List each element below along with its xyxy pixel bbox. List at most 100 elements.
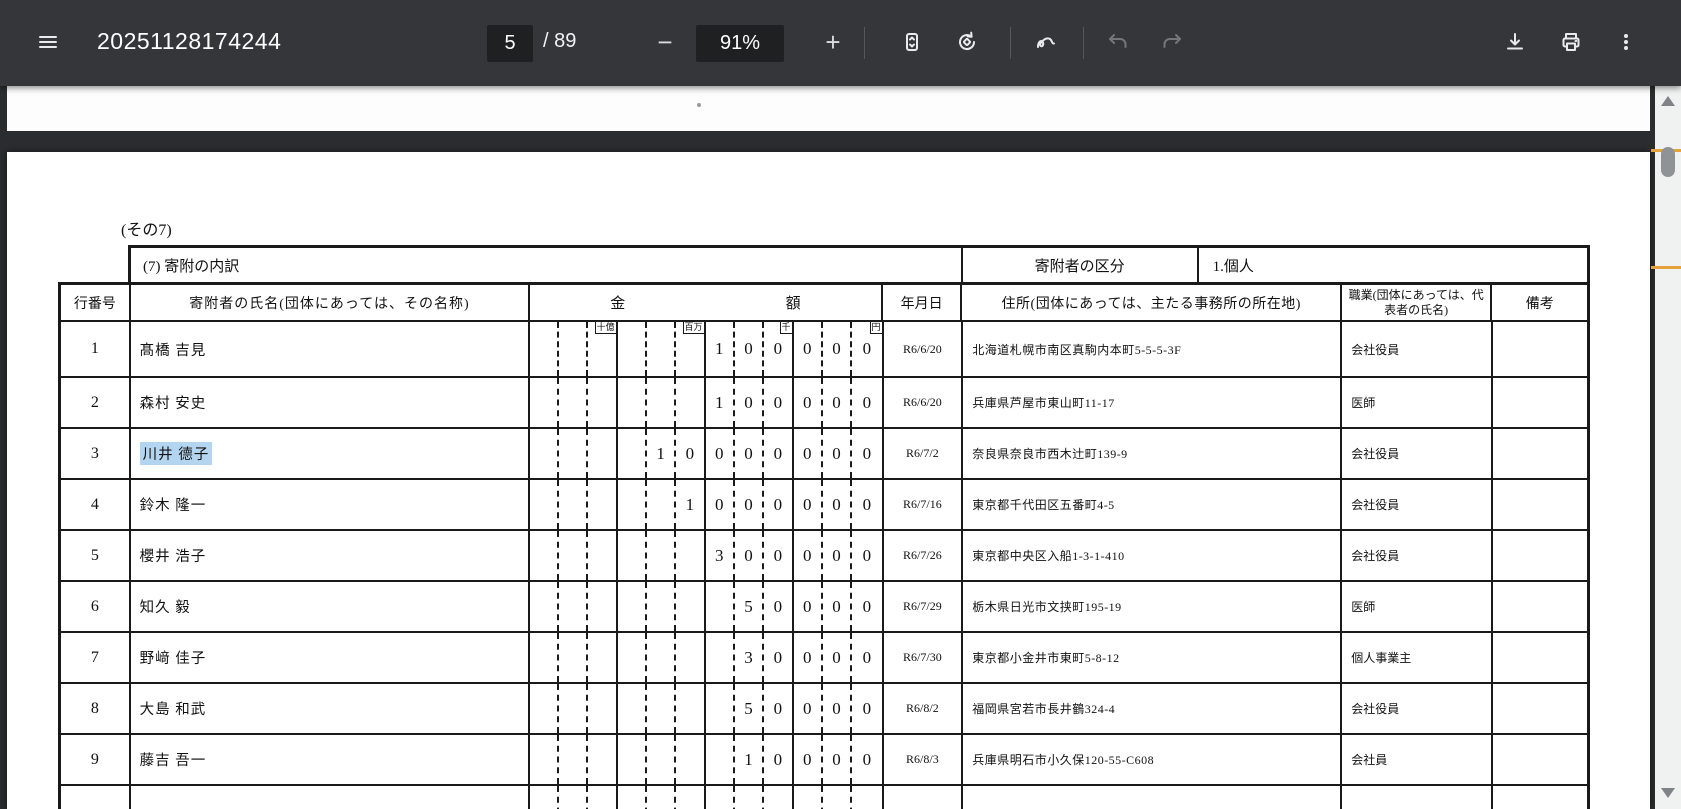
amount-digit-cell	[530, 322, 559, 376]
amount-digit-cell: 0	[764, 684, 794, 733]
table-row: 5 櫻井 浩子 3 0 0 0 0 0 R6/7/26 東京都中央区入船1-3-1-410 会社役員	[61, 531, 1587, 582]
amount-digit-cell	[647, 786, 677, 809]
amount-digit-cell	[676, 786, 706, 809]
fit-to-page-button[interactable]	[892, 22, 932, 62]
cell-donor-name: 森村 安史	[131, 378, 530, 427]
cell-address: 東京都中央区入船1-3-1-410	[963, 531, 1343, 580]
menu-button[interactable]	[28, 22, 68, 62]
amount-digit-cell: 0	[735, 429, 765, 478]
zoom-out-button[interactable]: −	[657, 26, 673, 57]
donor-category-label: 寄附者の区分	[963, 248, 1199, 282]
cell-donor-name: 川井 德子	[131, 429, 530, 478]
cell-row-no: 7	[61, 633, 131, 682]
cell-date: R6/6/20	[884, 378, 964, 427]
amount-digit-cell: 0	[764, 480, 794, 529]
cell-date: R6/8/3	[884, 735, 964, 784]
kebab-menu-icon	[1624, 34, 1628, 50]
table-row: 7 野﨑 佳子 3 0 0 0 0 R6/7/30 東京都小金井市東町5-8-12 個人事業主	[61, 633, 1587, 684]
amount-digit-cell	[618, 480, 647, 529]
column-header-name: 寄附者の氏名(団体にあっては、その名称)	[131, 285, 531, 320]
amount-digit-cell	[559, 531, 589, 580]
column-header-address: 住所(団体にあっては、主たる事務所の所在地)	[962, 285, 1342, 320]
scroll-up-arrow[interactable]	[1661, 96, 1675, 106]
cell-donor-name: 髙橋 吉見	[131, 322, 530, 376]
cell-donor-name: 藤吉 吾一	[131, 735, 530, 784]
cell-address: 栃木県日光市文挟町195-19	[963, 582, 1343, 631]
amount-digit-cell: 0	[862, 545, 872, 565]
cell-row-no: 4	[61, 480, 131, 529]
cell-row-no: 1	[61, 322, 131, 376]
download-button[interactable]	[1495, 22, 1535, 62]
undo-button[interactable]	[1098, 22, 1138, 62]
amount-digit-cell	[647, 582, 677, 631]
print-button[interactable]	[1551, 22, 1591, 62]
amount-digit-cell: 十億	[588, 322, 618, 376]
amount-digit-cell	[618, 322, 647, 376]
scroll-down-arrow[interactable]	[1661, 788, 1675, 798]
amount-digit-cell: 0	[823, 633, 853, 682]
amount-digit-cell	[706, 735, 735, 784]
amount-digit-cell: 0	[794, 684, 823, 733]
amount-digit-cell: 0	[794, 582, 823, 631]
cell-row-no: 5	[61, 531, 131, 580]
amount-digit-cell: 1	[676, 480, 706, 529]
amount-digit-cell: 0	[676, 429, 706, 478]
amount-label-right: 額	[785, 296, 801, 312]
section-title: (7) 寄附の内訳	[131, 248, 963, 282]
redo-icon	[1163, 34, 1181, 48]
amount-digit-cell: 0	[862, 494, 872, 514]
column-header-remarks: 備考	[1525, 296, 1554, 312]
amount-unit-label: 円	[869, 322, 882, 334]
cell-date: R6/7/26	[884, 531, 964, 580]
table-row: 8 大島 和武 5 0 0 0 0 R6/8/2 福岡県宮若市長井鶴324-4 会社役員	[61, 684, 1587, 735]
cell-donor-name	[131, 786, 530, 809]
redo-button[interactable]	[1152, 22, 1192, 62]
amount-digit-cell	[618, 735, 647, 784]
amount-digit-cell: 0	[735, 480, 765, 529]
cell-occupation: 会社役員	[1342, 429, 1493, 478]
amount-digit-cell	[559, 378, 589, 427]
rotate-button[interactable]	[947, 22, 987, 62]
amount-digit-cell: 0	[823, 322, 853, 376]
table-row: 9 藤吉 吾一 1 0 0 0 0 R6/8/3 兵庫県明石市小久保120-55-C608 会社員	[61, 735, 1587, 786]
cell-occupation: 会社役員	[1342, 322, 1493, 376]
cell-row-no	[61, 786, 131, 809]
pdf-viewer-area: (その7) (7) 寄附の内訳 寄附者の区分 1.個人 行番号 寄附者の氏名(団…	[0, 86, 1681, 809]
find-result-marker	[1651, 266, 1681, 269]
amount-digit-cell	[588, 480, 618, 529]
zoom-in-button[interactable]: +	[825, 26, 841, 57]
scrollbar[interactable]	[1651, 86, 1681, 809]
amount-digit-cell: 0	[823, 531, 853, 580]
cell-row-no: 8	[61, 684, 131, 733]
page-number-input[interactable]	[487, 25, 533, 62]
table-row: 1 髙橋 吉見 十億 百万 1 0 0 千 0 0 0 円 R6/6/20 北海道札幌市南区真駒内本町5-…	[61, 322, 1587, 378]
scrollbar-thumb[interactable]	[1661, 147, 1675, 177]
amount-digit-cell: 0	[764, 429, 794, 478]
pdf-page: (その7) (7) 寄附の内訳 寄附者の区分 1.個人 行番号 寄附者の氏名(団…	[7, 152, 1650, 809]
previous-page-bottom	[7, 86, 1650, 131]
amount-digit-cell: 1	[647, 429, 677, 478]
cell-remarks	[1493, 378, 1588, 427]
cell-address: 東京都小金井市東町5-8-12	[963, 633, 1343, 682]
amount-digit-cell: 0	[862, 392, 872, 412]
cell-date: R6/7/16	[884, 480, 964, 529]
cell-row-no: 9	[61, 735, 131, 784]
amount-digit-cell	[706, 684, 735, 733]
amount-digit-cell	[588, 582, 618, 631]
cell-amount: 十億 百万 1 0 0 千 0 0 0 円	[530, 322, 884, 376]
cell-donor-name: 知久 毅	[131, 582, 530, 631]
cell-occupation	[1342, 786, 1493, 809]
annotate-button[interactable]	[1026, 22, 1066, 62]
column-header-date: 年月日	[883, 285, 963, 320]
selected-text: 川井 德子	[139, 442, 213, 465]
amount-digit-cell	[647, 735, 677, 784]
amount-unit-label: 百万	[682, 322, 704, 334]
amount-unit-label: 千	[779, 322, 792, 334]
more-options-button[interactable]	[1606, 22, 1646, 62]
amount-digit-cell	[530, 582, 559, 631]
amount-digit-cell: 0	[794, 531, 823, 580]
cell-address	[963, 786, 1343, 809]
